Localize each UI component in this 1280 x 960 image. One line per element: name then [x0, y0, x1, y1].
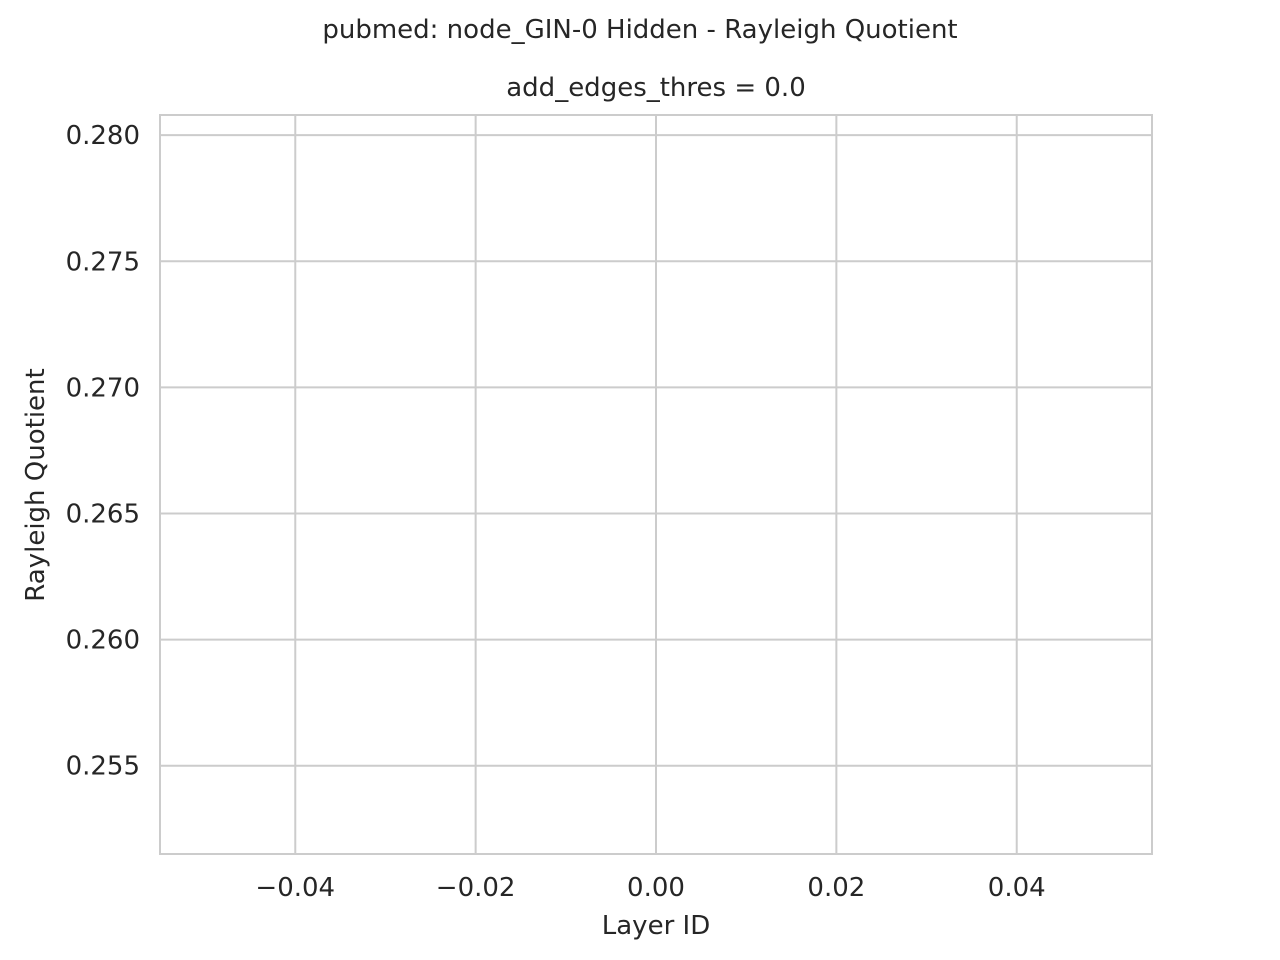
- y-tick-label: 0.280: [66, 121, 140, 151]
- figure-suptitle: pubmed: node_GIN-0 Hidden - Rayleigh Quo…: [322, 15, 958, 45]
- x-tick-labels: −0.04 −0.02 0.00 0.02 0.04: [255, 873, 1045, 903]
- x-tick-label: −0.02: [436, 873, 516, 903]
- plot-area-frame: [159, 114, 1153, 855]
- x-tick-label: 0.00: [627, 873, 685, 903]
- y-gridlines: [160, 134, 1152, 767]
- y-tick-label: 0.270: [66, 373, 140, 403]
- x-gridlines: [294, 115, 1018, 854]
- y-tick-label: 0.255: [66, 752, 140, 782]
- y-axis-label: Rayleigh Quotient: [21, 368, 51, 601]
- chart-title: add_edges_thres = 0.0: [506, 73, 806, 103]
- y-tick-label: 0.265: [66, 500, 140, 530]
- x-tick-label: 0.02: [807, 873, 865, 903]
- y-tick-label: 0.275: [66, 247, 140, 277]
- x-axis-label: Layer ID: [602, 911, 710, 941]
- y-tick-label: 0.260: [66, 626, 140, 656]
- x-tick-label: −0.04: [255, 873, 335, 903]
- y-tick-labels: 0.255 0.260 0.265 0.270 0.275 0.280: [66, 121, 140, 782]
- x-tick-label: 0.04: [988, 873, 1046, 903]
